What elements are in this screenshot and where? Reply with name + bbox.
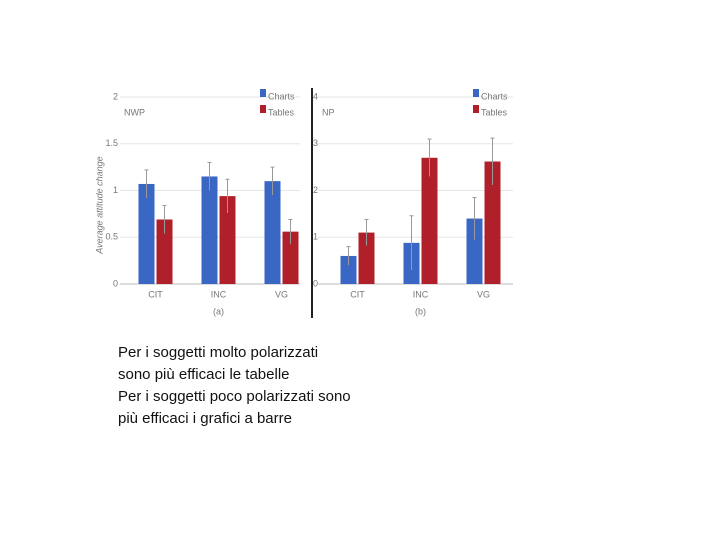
bar bbox=[282, 231, 299, 284]
x-axis-label: (a) bbox=[213, 306, 224, 316]
legend-swatch bbox=[473, 105, 479, 113]
bar bbox=[264, 181, 281, 284]
x-tick-label: INC bbox=[211, 289, 227, 299]
x-tick-label: INC bbox=[413, 289, 429, 299]
y-tick-label: 0 bbox=[113, 278, 118, 288]
y-tick-label: 1 bbox=[113, 185, 118, 195]
x-tick-label: CIT bbox=[350, 289, 365, 299]
y-tick-label: 1.5 bbox=[105, 138, 118, 148]
bar bbox=[201, 176, 218, 284]
note-line: Per i soggetti molto polarizzati bbox=[118, 344, 318, 361]
bar bbox=[340, 255, 357, 284]
y-axis-label: Average attitude change bbox=[94, 156, 104, 254]
legend-label: Charts bbox=[268, 91, 295, 101]
bar bbox=[138, 183, 155, 284]
y-tick-label: 3 bbox=[313, 138, 318, 148]
chart-title: NP bbox=[322, 107, 335, 117]
y-tick-label: 0.5 bbox=[105, 232, 118, 242]
legend-label: Tables bbox=[481, 107, 508, 117]
y-tick-label: 2 bbox=[113, 91, 118, 101]
note-line: più efficaci i grafici a barre bbox=[118, 410, 292, 427]
y-tick-label: 4 bbox=[313, 91, 318, 101]
bar bbox=[466, 218, 483, 284]
bar bbox=[484, 161, 501, 284]
legend-swatch bbox=[473, 89, 479, 97]
bar bbox=[156, 219, 173, 284]
legend-swatch bbox=[260, 105, 266, 113]
x-tick-label: VG bbox=[275, 289, 288, 299]
y-tick-label: 2 bbox=[313, 185, 318, 195]
x-tick-label: CIT bbox=[148, 289, 163, 299]
x-tick-label: VG bbox=[477, 289, 490, 299]
bar bbox=[358, 232, 375, 284]
legend-label: Tables bbox=[268, 107, 295, 117]
legend-swatch bbox=[260, 89, 266, 97]
chart-title: NWP bbox=[124, 107, 145, 117]
x-axis-label: (b) bbox=[415, 306, 426, 316]
y-tick-label: 0 bbox=[313, 278, 318, 288]
note-line: sono più efficaci le tabelle bbox=[118, 366, 290, 383]
bar bbox=[421, 157, 438, 284]
legend-label: Charts bbox=[481, 91, 508, 101]
bar bbox=[219, 196, 236, 284]
note-line: Per i soggetti poco polarizzati sono bbox=[118, 388, 351, 405]
y-tick-label: 1 bbox=[313, 232, 318, 242]
